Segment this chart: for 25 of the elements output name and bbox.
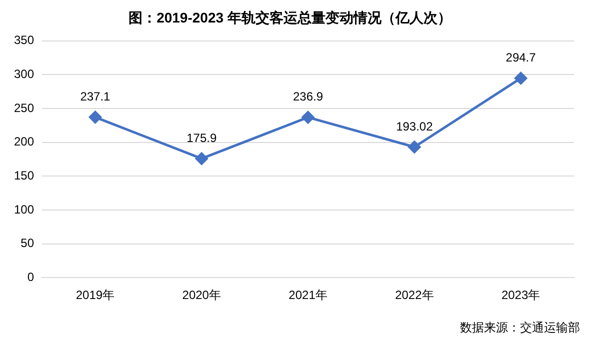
- y-tick-label: 0: [27, 270, 34, 284]
- point: [88, 110, 102, 124]
- data-label: 175.9: [186, 130, 217, 145]
- x-tick-label: 2023年: [501, 288, 540, 302]
- point: [302, 111, 314, 124]
- y-tick-label: 100: [14, 202, 34, 216]
- data-label: 294.7: [506, 50, 536, 65]
- y-tick-label: 50: [20, 236, 34, 250]
- y-tick-label: 150: [14, 168, 34, 182]
- chart-title: 图：2019-2023 年轨交客运总量变动情况（亿人次）: [128, 9, 452, 26]
- point: [408, 140, 421, 154]
- point: [195, 152, 208, 165]
- y-tick-label: 250: [14, 100, 34, 115]
- data-label: 193.02: [396, 119, 434, 134]
- data-label: 237.1: [80, 89, 111, 104]
- source-note: 数据来源：交通运输部: [460, 320, 580, 334]
- y-tick-label: 200: [14, 134, 34, 149]
- x-tick-label: 2019年: [76, 288, 115, 302]
- x-tick-label: 2022年: [395, 288, 434, 302]
- x-tick-label: 2020年: [182, 288, 221, 302]
- data-label: 236.9: [292, 90, 324, 104]
- y-tick-label: 350: [14, 33, 34, 48]
- point: [514, 72, 528, 84]
- x-tick-label: 2021年: [288, 288, 328, 302]
- y-tick-label: 300: [14, 66, 34, 81]
